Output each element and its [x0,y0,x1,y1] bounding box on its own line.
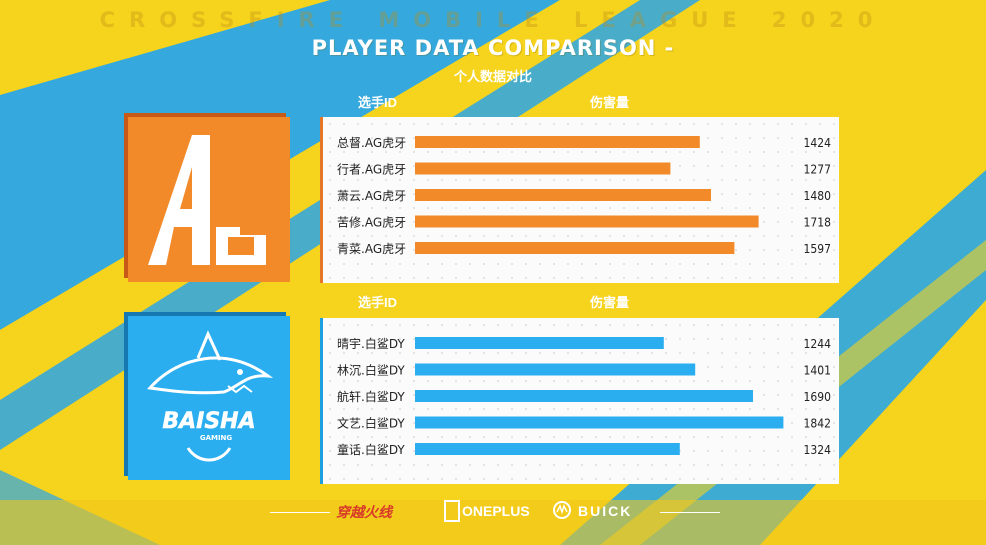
sponsor-buick: BUICK [578,503,633,519]
team-ag-logo [124,113,290,282]
damage-bar [415,162,671,175]
damage-value-label: 1480 [804,189,832,203]
player-name-label: 总督.AG虎牙 [337,135,406,150]
damage-bar [415,443,680,455]
damage-value-label: 1597 [804,242,831,256]
damage-value-label: 1842 [804,417,831,431]
damage-bar [415,242,735,254]
damage-bar [415,390,753,402]
col-header-damage: 伤害量 [590,295,630,310]
shark-logo-icon: BAISHA GAMING [128,316,290,480]
page-title: PLAYER DATA COMPARISON - [311,36,675,60]
player-name-label: 晴宇.白鲨DY [337,336,405,351]
player-name-label: 文艺.白鲨DY [337,416,405,431]
sponsor-oneplus: ONEPLUS [462,503,530,519]
player-name-label: 童话.白鲨DY [337,442,405,457]
col-header-player-id: 选手ID [358,95,398,110]
col-header-player-id: 选手ID [358,295,398,310]
damage-value-label: 1401 [804,364,831,378]
gaming-logo-text: GAMING [200,434,233,442]
damage-bar [415,337,664,349]
damage-bar [415,416,784,429]
damage-value-label: 1690 [804,390,832,404]
damage-value-label: 1324 [804,443,832,457]
player-name-label: 苦修.AG虎牙 [337,215,406,230]
oneplus-icon [444,500,460,522]
sponsor-crossfire-logo: 穿越火线 [336,504,392,520]
player-name-label: 航轩.白鲨DY [337,389,405,404]
buick-icon [553,501,571,519]
damage-value-label: 1718 [804,216,832,230]
page-subtitle: 个人数据对比 [453,69,532,84]
footer-divider-left [270,512,330,513]
player-name-label: 萧云.AG虎牙 [337,189,406,203]
damage-bar [415,189,711,201]
team-ag-damage-panel: 总督.AG虎牙 1424 行者.AG虎牙 1277 萧云.AG虎牙 1480 苦修.AG虎牙… [320,117,839,283]
team-baisha-logo: BAISHA GAMING [124,312,290,480]
damage-bar [415,215,759,228]
damage-value-label: 1244 [804,337,832,351]
chart-ag: 总督.AG虎牙 1424 行者.AG虎牙 1277 萧云.AG虎牙 1480 苦修.AG虎牙… [337,135,832,256]
baisha-logo-text: BAISHA [162,409,255,434]
damage-value-label: 1424 [804,136,832,150]
ag-logo-icon [128,117,290,282]
chart-baisha: 晴宇.白鲨DY 1244 林沉.白鲨DY 1401 航轩.白鲨DY 1690 文艺.白鲨DY… [337,336,832,457]
col-header-damage: 伤害量 [590,95,630,110]
damage-value-label: 1277 [804,163,831,177]
damage-bar [415,363,696,376]
player-name-label: 林沉.白鲨DY [337,363,405,378]
damage-bar [415,136,700,148]
player-name-label: 行者.AG虎牙 [337,163,406,177]
league-watermark: CROSSFIRE MOBILE LEAGUE 2020 [99,8,887,32]
team-baisha-damage-panel: 晴宇.白鲨DY 1244 林沉.白鲨DY 1401 航轩.白鲨DY 1690 文艺.白鲨DY… [320,318,839,484]
footer-divider-right [660,512,720,513]
player-name-label: 青菜.AG虎牙 [337,242,406,256]
